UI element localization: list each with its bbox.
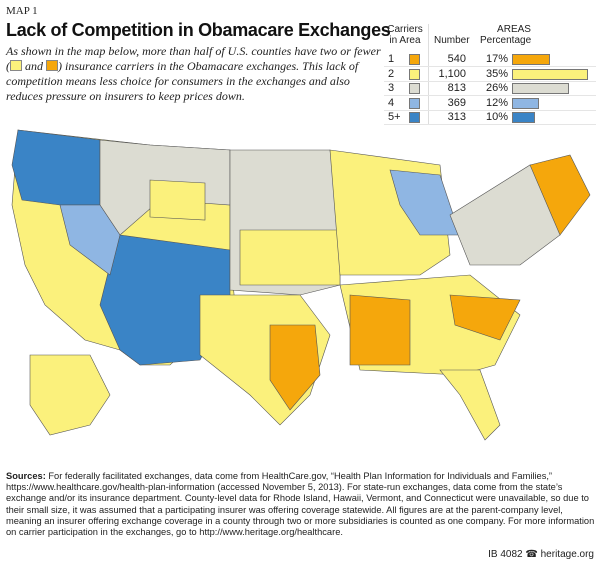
- color-swatch: [409, 83, 420, 94]
- region-wyoming: [149, 179, 206, 221]
- area-number: 369: [447, 96, 466, 109]
- legend-row: 3 813 26%: [384, 81, 596, 96]
- legend-row: 5+ 313 10%: [384, 110, 596, 125]
- carriers-count: 5+: [388, 111, 401, 123]
- percentage-bar: [512, 97, 540, 109]
- region-florida: [439, 369, 501, 441]
- area-percentage: 17%: [486, 53, 509, 65]
- us-county-map: [11, 129, 591, 441]
- intro-text: As shown in the map below, more than hal…: [6, 44, 381, 103]
- legend-divider: [428, 24, 429, 124]
- percentage-header: Percentage: [480, 35, 532, 46]
- percentage-bar: [512, 83, 569, 94]
- carriers-count: 1: [388, 53, 395, 65]
- region-northwest: [11, 129, 101, 206]
- color-swatch: [409, 54, 420, 65]
- swatch-1: [46, 60, 58, 71]
- number-header: Number: [434, 35, 470, 46]
- carriers-count: 4: [388, 96, 395, 109]
- color-swatch: [409, 97, 420, 109]
- region-new-england: [529, 154, 591, 236]
- region-carolinas: [449, 294, 521, 341]
- region-nevada: [59, 204, 121, 276]
- color-swatch: [409, 112, 420, 123]
- percentage-bar: [512, 54, 550, 65]
- region-great-lakes: [389, 169, 461, 236]
- area-percentage: 10%: [486, 111, 509, 123]
- carriers-count: 3: [388, 82, 395, 94]
- area-percentage: 26%: [486, 82, 509, 94]
- areas-header: AREAS: [497, 24, 531, 35]
- swatch-2: [10, 60, 22, 71]
- sources-note: Sources: For federally facilitated excha…: [6, 471, 595, 538]
- area-number: 813: [447, 82, 466, 94]
- region-texas-east: [269, 324, 321, 411]
- region-alaska: [29, 354, 111, 436]
- carriers-header: Carriers in Area: [387, 24, 423, 46]
- legend-row: 4 369 12%: [384, 96, 596, 111]
- region-kansas-nebraska: [239, 229, 341, 286]
- footer: IB 4082 ☎ heritage.org: [488, 549, 594, 560]
- percentage-bar: [512, 112, 535, 123]
- bell-icon: ☎: [525, 549, 538, 560]
- area-percentage: 35%: [486, 67, 509, 80]
- area-number: 1,100: [438, 67, 466, 80]
- region-deep-south: [349, 294, 411, 366]
- carriers-count: 2: [388, 67, 395, 80]
- color-swatch: [409, 68, 420, 80]
- area-number: 313: [447, 111, 466, 123]
- legend-row: 2 1,100 35%: [384, 67, 596, 82]
- legend-row: 1 540 17%: [384, 52, 596, 67]
- page-title: Lack of Competition in Obamacare Exchang…: [6, 20, 391, 40]
- area-percentage: 12%: [486, 96, 509, 109]
- area-number: 540: [447, 53, 466, 65]
- percentage-bar: [512, 68, 588, 80]
- map-label: MAP 1: [6, 5, 38, 17]
